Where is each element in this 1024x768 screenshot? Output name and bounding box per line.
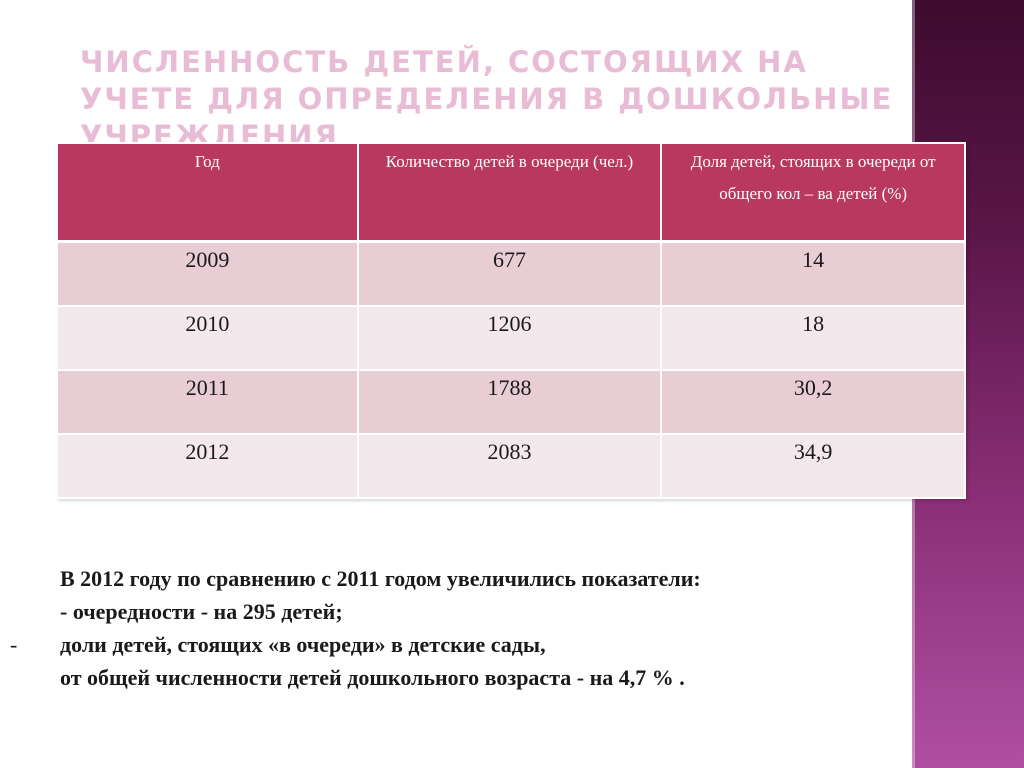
cell-queue-share: 18 — [660, 305, 966, 371]
cell-queue-share: 34,9 — [660, 433, 966, 499]
cell-queue-share: 14 — [660, 240, 966, 307]
summary-intro: В 2012 году по сравнению с 2011 годом ув… — [60, 566, 701, 591]
summary-line: - доли детей, стоящих «в очереди» в детс… — [0, 628, 910, 661]
header-queue-share: Доля детей, стоящих в очереди от общего … — [660, 142, 966, 243]
cell-year: 2010 — [56, 305, 359, 371]
cell-year: 2011 — [56, 369, 359, 435]
table-row: 2009 677 14 — [56, 240, 966, 307]
cell-year: 2012 — [56, 433, 359, 499]
table-row: 2010 1206 18 — [56, 305, 966, 371]
cell-year: 2009 — [56, 240, 359, 307]
cell-queue-count: 2083 — [356, 433, 663, 499]
cell-queue-count: 677 — [356, 240, 663, 307]
table-header-row: Год Количество детей в очереди (чел.) До… — [56, 142, 966, 243]
slide-title: Численность детей, состоящих на учете дл… — [80, 45, 894, 153]
cell-queue-count: 1788 — [356, 369, 663, 435]
data-table: Год Количество детей в очереди (чел.) До… — [56, 142, 966, 499]
cell-queue-share: 30,2 — [660, 369, 966, 435]
table-row: 2011 1788 30,2 — [56, 369, 966, 435]
bullet-dash: - — [10, 632, 18, 657]
header-queue-count: Количество детей в очереди (чел.) — [356, 142, 663, 243]
summary-line: В 2012 году по сравнению с 2011 годом ув… — [0, 562, 910, 595]
summary-text: В 2012 году по сравнению с 2011 годом ув… — [0, 562, 910, 694]
summary-line: от общей численности детей дошкольного в… — [0, 661, 910, 694]
cell-queue-count: 1206 — [356, 305, 663, 371]
header-year: Год — [56, 142, 359, 243]
table-row: 2012 2083 34,9 — [56, 433, 966, 499]
summary-share-continuation: от общей численности детей дошкольного в… — [60, 665, 685, 690]
summary-queue-increase: - очередности - на 295 детей; — [60, 599, 343, 624]
summary-line: - очередности - на 295 детей; — [0, 595, 910, 628]
summary-share-increase: доли детей, стоящих «в очереди» в детски… — [60, 632, 546, 657]
